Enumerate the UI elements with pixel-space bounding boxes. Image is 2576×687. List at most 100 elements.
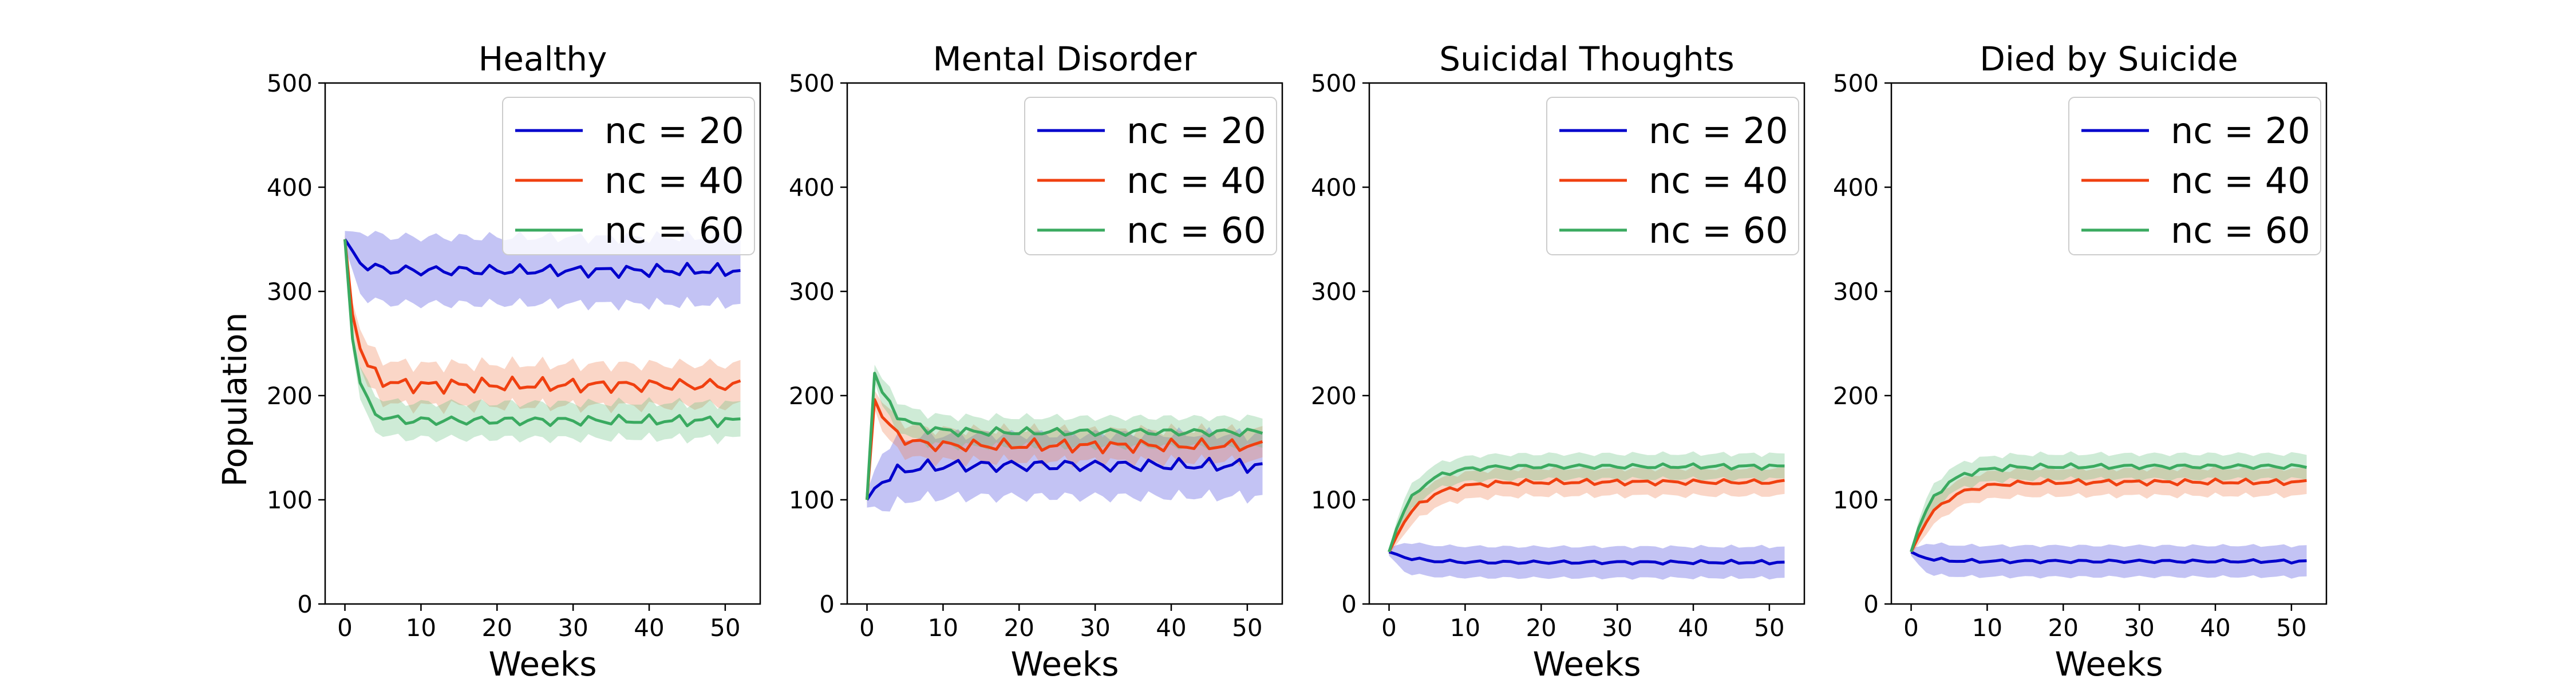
panel-title: Mental Disorder [933,40,1197,78]
x-tick-label: 20 [1526,614,1556,642]
x-tick-label: 0 [1381,614,1397,642]
series-line-1 [1388,550,1785,566]
series-band-3 [345,235,741,445]
x-tick-label: 0 [1903,614,1919,642]
y-tick-label: 300 [267,278,313,306]
legend-label: nc = 20 [1649,110,1788,152]
legend-label: nc = 60 [1649,210,1788,251]
y-tick-label: 100 [1833,486,1879,514]
series-line-3 [866,372,1263,500]
x-tick-label: 40 [1156,614,1186,642]
series-line-1 [343,238,741,279]
legend-box [1024,97,1277,255]
x-tick-label: 40 [634,614,664,642]
x-axis-label: Weeks [2055,645,2163,684]
legend-label: nc = 60 [1127,210,1266,251]
series-line-1 [1910,550,2307,564]
x-tick-label: 10 [1972,614,2002,642]
panel-title: Suicidal Thoughts [1439,40,1735,78]
y-tick-label: 0 [1863,590,1879,618]
y-tick-label: 0 [819,590,835,618]
x-tick-label: 10 [406,614,436,642]
y-tick-label: 500 [789,69,835,97]
legend-label: nc = 20 [2171,110,2310,152]
shared-y-axis-label: Population [215,313,254,487]
panel-title: Healthy [479,40,607,78]
series-line-2 [1388,477,1785,553]
legend-label: nc = 40 [1649,160,1788,202]
x-tick-label: 40 [1678,614,1708,642]
y-tick-label: 400 [1833,173,1879,202]
legend-label: nc = 40 [605,160,744,202]
y-tick-label: 300 [1311,278,1357,306]
y-tick-label: 100 [789,486,835,514]
series-band-3 [1911,451,2307,555]
x-tick-label: 50 [1232,614,1262,642]
x-tick-label: 40 [2200,614,2230,642]
series-line-3 [1388,462,1785,552]
x-tick-label: 20 [482,614,512,642]
x-tick-label: 20 [2048,614,2079,642]
x-tick-label: 10 [928,614,958,642]
legend-label: nc = 40 [2171,160,2310,202]
y-tick-label: 400 [1311,173,1357,202]
series-line-3 [1910,462,2308,552]
series-line-1 [866,456,1263,501]
y-tick-label: 400 [267,173,313,202]
legend-label: nc = 40 [1127,160,1266,202]
legend: nc = 20 nc = 40 nc = 60 [502,97,755,255]
series-line-2 [343,239,741,395]
x-axis-label: Weeks [1532,645,1641,684]
series-band-3 [1389,451,1785,555]
x-tick-label: 30 [2124,614,2154,642]
x-tick-label: 0 [859,614,875,642]
series-line-3 [343,239,741,428]
series-line-2 [1910,477,2307,553]
panel-title: Died by Suicide [1980,40,2238,78]
axes-frame [1368,82,1805,605]
legend-label: nc = 60 [2171,210,2310,251]
x-tick-label: 30 [1602,614,1632,642]
x-tick-label: 50 [1754,614,1784,642]
y-tick-label: 300 [1833,278,1879,306]
legend-label: nc = 20 [1127,110,1266,152]
y-tick-label: 400 [789,173,835,202]
legend-box [1546,97,1799,255]
x-tick-label: 50 [2276,614,2306,642]
y-tick-label: 0 [297,590,313,618]
axes-frame [1890,82,2328,605]
legend: nc = 20 nc = 40 nc = 60 [1546,97,1799,255]
y-tick-label: 200 [1833,382,1879,410]
y-tick-label: 200 [267,382,313,410]
y-tick-label: 500 [1311,69,1357,97]
x-axis-label: Weeks [488,645,596,684]
y-tick-label: 100 [267,486,313,514]
x-tick-label: 30 [1080,614,1110,642]
x-tick-label: 30 [558,614,588,642]
y-tick-label: 300 [789,278,835,306]
y-tick-label: 200 [1311,382,1357,410]
y-tick-label: 100 [1311,486,1357,514]
axes-frame [846,82,1283,605]
legend-box [2068,97,2321,255]
x-axis-label: Weeks [1010,645,1119,684]
series-band-1 [867,427,1263,512]
legend: nc = 20 nc = 40 nc = 60 [1024,97,1277,255]
series-line-2 [866,398,1263,500]
series-band-2 [867,390,1263,504]
y-tick-label: 0 [1341,590,1357,618]
y-tick-label: 200 [789,382,835,410]
legend-box [502,97,755,255]
x-tick-label: 50 [710,614,740,642]
series-band-2 [1911,465,2307,555]
x-tick-label: 20 [1004,614,1034,642]
legend: nc = 20 nc = 40 nc = 60 [2068,97,2321,255]
legend-label: nc = 20 [605,110,744,152]
y-tick-label: 500 [1833,69,1879,97]
